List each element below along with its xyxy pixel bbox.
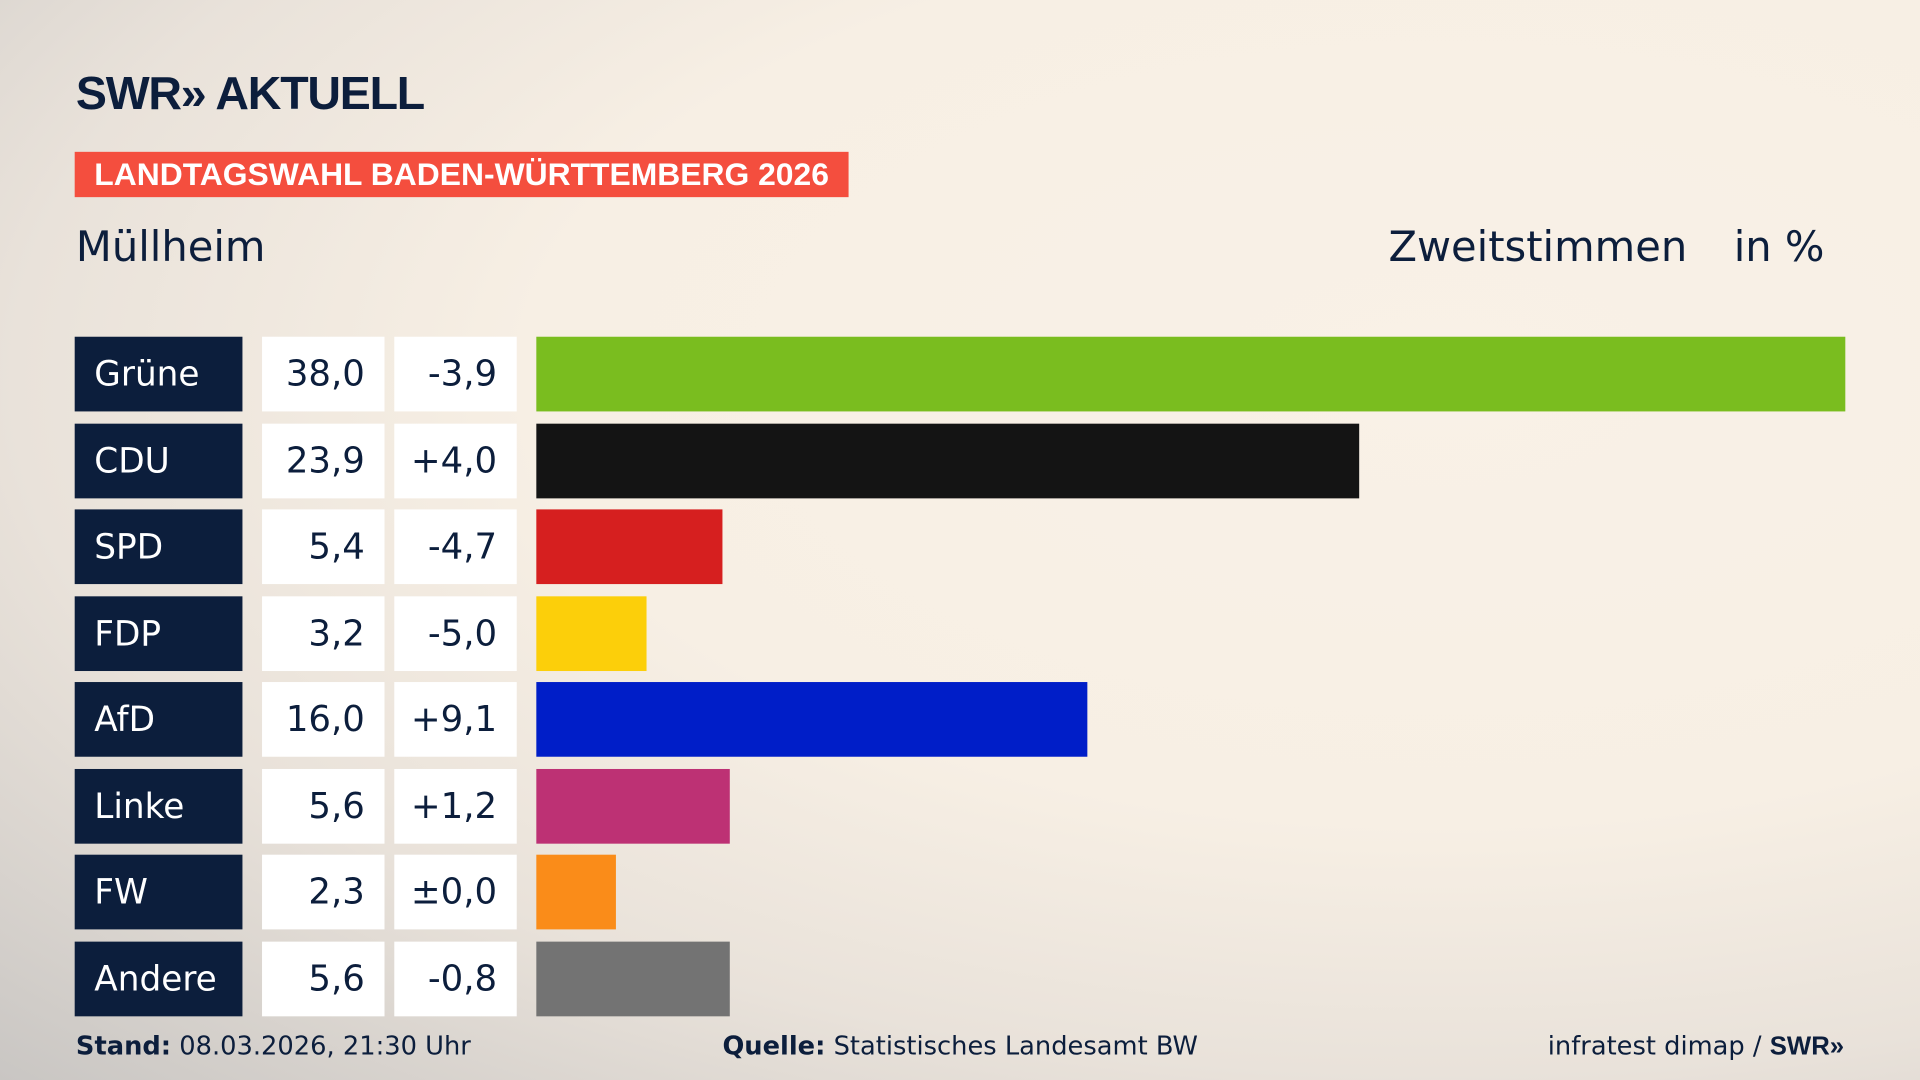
swr-logo: SWR»	[1769, 1032, 1845, 1061]
change-label: +1,2	[394, 768, 517, 844]
timestamp: Stand: 08.03.2026, 21:30 Uhr	[76, 1031, 471, 1060]
bar	[536, 682, 1088, 757]
bar	[536, 336, 1846, 412]
swr-aktuell-logo: SWR» AKTUELL	[75, 68, 425, 121]
stand-label: Stand:	[75, 1031, 172, 1061]
change-label: ±0,0	[394, 854, 517, 930]
bar	[536, 595, 647, 671]
party-label: FDP	[74, 595, 243, 671]
change-label: -4,7	[394, 509, 517, 585]
change-label: +4,0	[394, 423, 517, 498]
value-label: 16,0	[262, 682, 385, 757]
stand-value: 08.03.2026, 21:30 Uhr	[179, 1031, 471, 1061]
credit: infratest dimap / SWR»	[1548, 1031, 1844, 1062]
party-label: SPD	[74, 509, 243, 585]
change-label: +9,1	[394, 682, 517, 757]
bar	[536, 941, 730, 1016]
party-label: AfD	[74, 682, 243, 757]
vote-type-label: Zweitstimmen in %	[1388, 223, 1824, 272]
bar	[536, 768, 730, 844]
value-label: 3,2	[262, 595, 385, 671]
change-label: -0,8	[394, 941, 517, 1016]
value-label: 5,6	[262, 941, 385, 1016]
value-label: 2,3	[262, 854, 385, 930]
unit-label: in %	[1733, 222, 1825, 272]
party-label: Grüne	[74, 336, 243, 412]
change-label: -3,9	[394, 336, 517, 412]
place-title: Müllheim	[75, 222, 266, 272]
bar	[536, 509, 723, 585]
party-label: Andere	[74, 941, 243, 1016]
election-banner: LANDTAGSWAHL BADEN-WÜRTTEMBERG 2026	[74, 151, 849, 198]
value-label: 5,4	[262, 509, 385, 585]
source-value: Statistisches Landesamt BW	[833, 1031, 1198, 1061]
value-label: 5,6	[262, 768, 385, 844]
value-label: 23,9	[262, 423, 385, 498]
source-label: Quelle:	[722, 1031, 826, 1061]
bar	[536, 423, 1360, 498]
party-label: Linke	[74, 768, 243, 844]
party-label: CDU	[74, 423, 243, 498]
party-label: FW	[74, 854, 243, 930]
change-label: -5,0	[394, 595, 517, 671]
credit-text: infratest dimap /	[1547, 1031, 1770, 1061]
vote-type: Zweitstimmen	[1388, 222, 1688, 272]
bar	[536, 854, 616, 930]
source: Quelle: Statistisches Landesamt BW	[722, 1031, 1198, 1060]
value-label: 38,0	[262, 336, 385, 412]
